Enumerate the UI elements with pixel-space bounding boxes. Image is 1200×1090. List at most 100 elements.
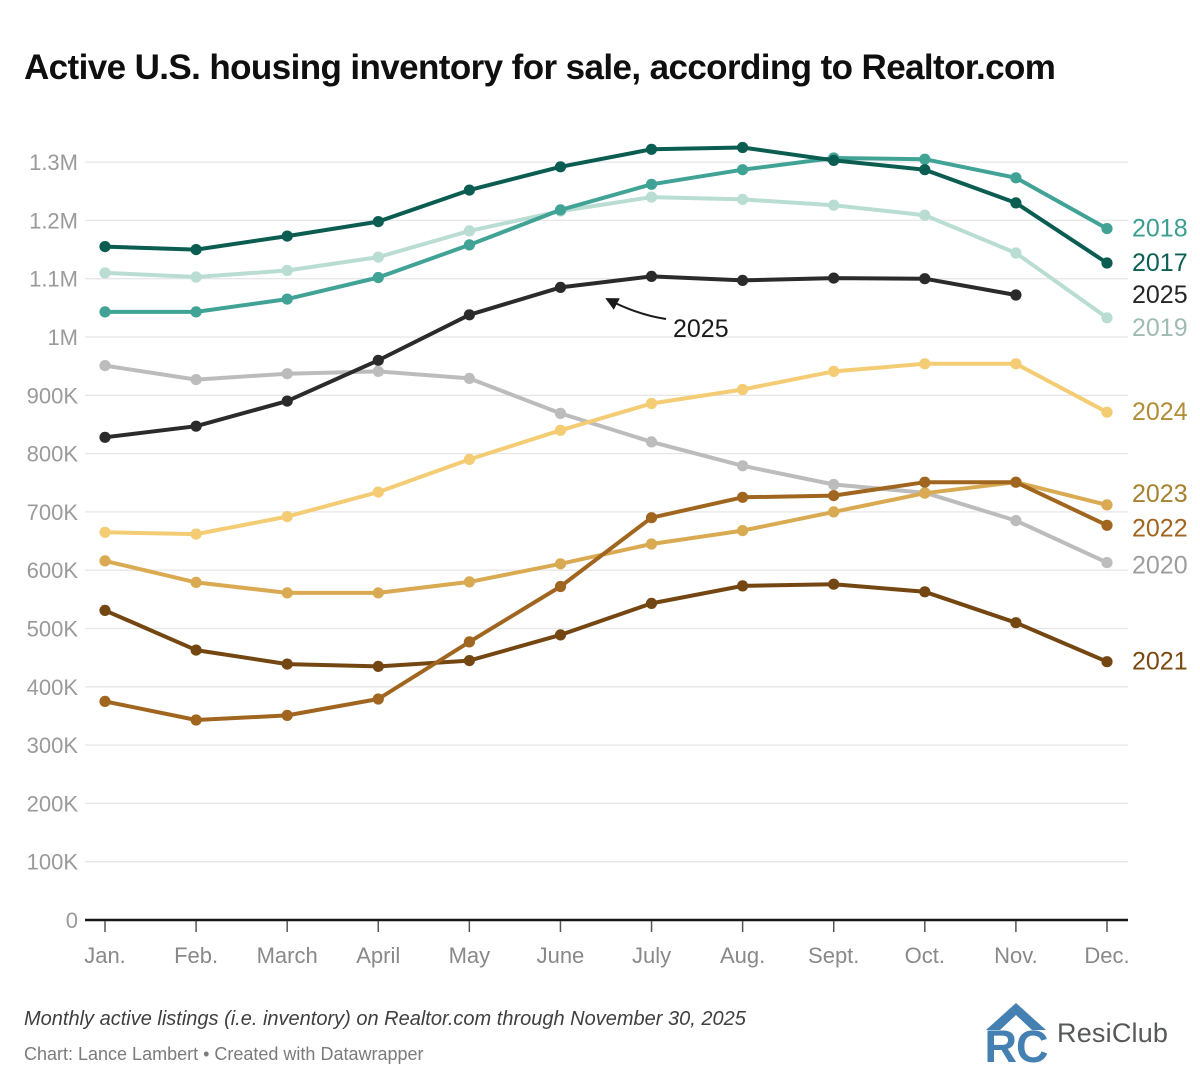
data-point-2024 bbox=[463, 453, 475, 465]
data-point-2023 bbox=[645, 538, 658, 550]
data-point-2023 bbox=[463, 576, 475, 588]
data-point-2021 bbox=[645, 597, 658, 610]
y-tick-label: 1.3M bbox=[29, 150, 78, 175]
data-point-2017 bbox=[737, 141, 749, 154]
x-tick-label: Aug. bbox=[720, 943, 765, 968]
year-label-2021: 2021 bbox=[1132, 648, 1188, 676]
data-point-2024 bbox=[919, 358, 931, 370]
data-point-2017 bbox=[190, 244, 202, 256]
data-point-2020 bbox=[554, 407, 567, 419]
y-tick-label: 200K bbox=[27, 791, 79, 816]
series-line-2024 bbox=[103, 361, 1109, 537]
x-tick-label: Oct. bbox=[905, 943, 945, 968]
series-2019 bbox=[99, 191, 1113, 324]
data-point-2020 bbox=[190, 374, 202, 386]
data-point-2019 bbox=[190, 271, 202, 283]
data-point-2023 bbox=[281, 587, 293, 599]
y-tick-label: 300K bbox=[27, 733, 79, 758]
data-point-2020 bbox=[737, 460, 749, 472]
data-point-2018 bbox=[190, 306, 202, 318]
data-point-2023 bbox=[99, 555, 111, 567]
data-point-2024 bbox=[1101, 406, 1113, 418]
data-point-2023 bbox=[1101, 499, 1113, 511]
footer-note: Monthly active listings (i.e. inventory)… bbox=[24, 1008, 746, 1030]
series-2020 bbox=[99, 360, 1113, 569]
data-point-2023 bbox=[554, 558, 567, 570]
data-point-2019 bbox=[1101, 312, 1113, 324]
annotation-2025: 2025 bbox=[605, 298, 729, 343]
data-point-2024 bbox=[737, 383, 749, 396]
year-label-2018: 2018 bbox=[1132, 215, 1188, 243]
year-label-2025: 2025 bbox=[1132, 281, 1188, 309]
data-point-2025 bbox=[645, 270, 658, 282]
data-point-2019 bbox=[372, 251, 384, 263]
data-point-2021 bbox=[463, 655, 475, 667]
y-tick-label: 900K bbox=[27, 383, 79, 408]
data-point-2017 bbox=[99, 241, 111, 253]
data-point-2017 bbox=[828, 154, 840, 166]
data-point-2018 bbox=[737, 164, 749, 176]
x-axis: Jan. Feb. March April May June July Aug. Sept. Oc… bbox=[84, 918, 1130, 968]
data-point-2017 bbox=[463, 184, 475, 196]
y-tick-label: 600K bbox=[27, 558, 79, 583]
data-point-2019 bbox=[1010, 247, 1022, 259]
data-point-2025 bbox=[99, 431, 111, 443]
year-label-2019: 2019 bbox=[1132, 314, 1188, 342]
series-2018 bbox=[99, 152, 1113, 318]
data-point-2022 bbox=[99, 695, 111, 708]
x-tick-label: May bbox=[449, 943, 491, 968]
data-point-2022 bbox=[554, 580, 567, 593]
data-point-2018 bbox=[463, 239, 475, 251]
data-point-2019 bbox=[737, 193, 749, 205]
data-point-2021 bbox=[99, 604, 111, 617]
data-point-2019 bbox=[828, 199, 840, 211]
data-point-2024 bbox=[554, 424, 567, 436]
data-point-2017 bbox=[1010, 197, 1022, 209]
data-point-2019 bbox=[463, 225, 475, 237]
data-point-2021 bbox=[190, 644, 202, 656]
series-line-2019 bbox=[103, 195, 1109, 320]
year-label-2024: 2024 bbox=[1132, 398, 1188, 426]
data-point-2023 bbox=[737, 525, 749, 537]
series-line-2021 bbox=[103, 582, 1109, 669]
data-point-2017 bbox=[281, 230, 293, 242]
series-year-labels: 2017 2018 2019 2020 2021 2022 2023 2024 2025 bbox=[1132, 215, 1188, 676]
series-2023 bbox=[99, 476, 1113, 599]
data-point-2024 bbox=[828, 365, 840, 377]
data-point-2018 bbox=[554, 204, 567, 216]
data-point-2024 bbox=[190, 528, 202, 540]
data-point-2021 bbox=[737, 580, 749, 592]
x-tick-label: Sept. bbox=[808, 943, 859, 968]
y-tick-label: 1.1M bbox=[29, 267, 78, 292]
data-point-2024 bbox=[1010, 358, 1022, 370]
data-point-2025 bbox=[554, 281, 567, 293]
data-point-2019 bbox=[645, 191, 658, 203]
data-point-2021 bbox=[1010, 617, 1022, 629]
resiclub-logo-mark: RC bbox=[985, 1003, 1048, 1064]
data-point-2025 bbox=[281, 395, 293, 407]
data-point-2017 bbox=[645, 143, 658, 155]
data-point-2021 bbox=[281, 658, 293, 670]
annotation-arrow bbox=[605, 298, 667, 320]
chart-title: Active U.S. housing inventory for sale, … bbox=[24, 48, 1056, 88]
series-2024 bbox=[99, 358, 1113, 540]
y-tick-label: 1.2M bbox=[29, 208, 78, 233]
y-tick-label: 400K bbox=[27, 675, 79, 700]
series-line-2018 bbox=[103, 156, 1109, 314]
house-roof-icon bbox=[986, 1003, 1046, 1030]
x-tick-label: June bbox=[537, 943, 585, 968]
series-2017 bbox=[99, 141, 1113, 269]
data-point-2025 bbox=[1010, 289, 1022, 301]
y-tick-label: 700K bbox=[27, 500, 79, 525]
data-point-2020 bbox=[1101, 557, 1113, 569]
y-tick-label: 1M bbox=[47, 325, 78, 350]
series-line-2017 bbox=[103, 145, 1109, 265]
data-point-2022 bbox=[1010, 476, 1022, 488]
data-point-2020 bbox=[463, 372, 475, 384]
data-point-2020 bbox=[99, 360, 111, 372]
y-tick-label: 0 bbox=[66, 908, 78, 933]
data-point-2018 bbox=[372, 271, 384, 284]
data-point-2022 bbox=[281, 709, 293, 722]
data-point-2018 bbox=[645, 178, 658, 190]
